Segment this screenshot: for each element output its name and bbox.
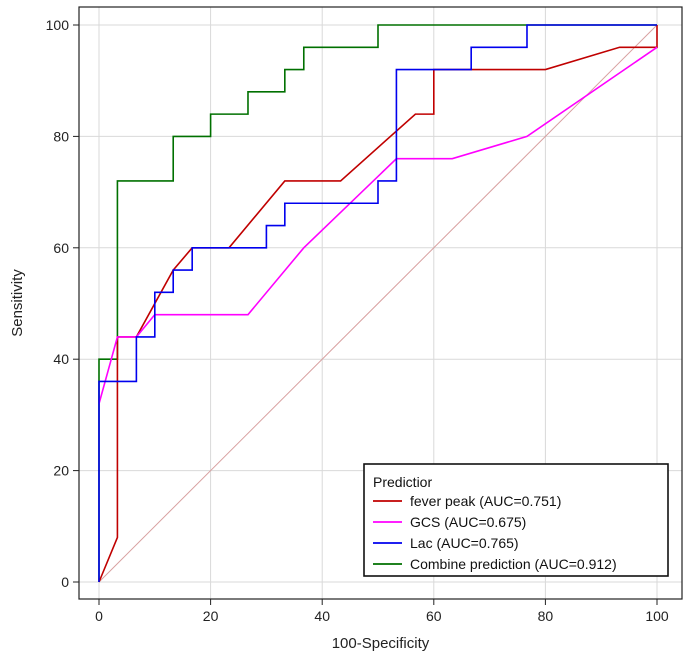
y-tick-label: 80 xyxy=(53,128,69,144)
y-tick-label: 20 xyxy=(53,463,69,479)
legend-label: GCS (AUC=0.675) xyxy=(410,514,526,530)
ticks: 0 20 40 60 80 100 0 20 40 60 80 100 xyxy=(46,17,669,624)
x-tick-label: 100 xyxy=(645,608,669,624)
series-layer xyxy=(98,24,658,583)
series-line-1 xyxy=(98,46,658,404)
legend-label: fever peak (AUC=0.751) xyxy=(410,493,561,509)
legend: Predictior fever peak (AUC=0.751) GCS (AU… xyxy=(363,463,669,577)
x-tick-label: 40 xyxy=(314,608,330,624)
diagonal-reference-line xyxy=(98,24,658,583)
x-tick-label: 80 xyxy=(538,608,554,624)
y-axis-title: Sensitivity xyxy=(9,269,26,337)
legend-label: Lac (AUC=0.765) xyxy=(410,535,519,551)
plot-frame xyxy=(78,6,683,600)
series-line-2 xyxy=(98,24,657,582)
series-line-3 xyxy=(98,24,657,582)
y-tick-label: 60 xyxy=(53,240,69,256)
y-tick-label: 100 xyxy=(46,17,70,33)
legend-label: Combine prediction (AUC=0.912) xyxy=(410,556,617,572)
x-tick-label: 20 xyxy=(203,608,219,624)
y-tick-label: 0 xyxy=(61,574,69,590)
x-tick-label: 0 xyxy=(95,608,103,624)
legend-box xyxy=(363,463,669,577)
y-tick-label: 40 xyxy=(53,351,69,367)
x-axis-title: 100-Specificity xyxy=(332,635,430,652)
x-tick-label: 60 xyxy=(426,608,442,624)
legend-title: Predictior xyxy=(373,474,432,490)
